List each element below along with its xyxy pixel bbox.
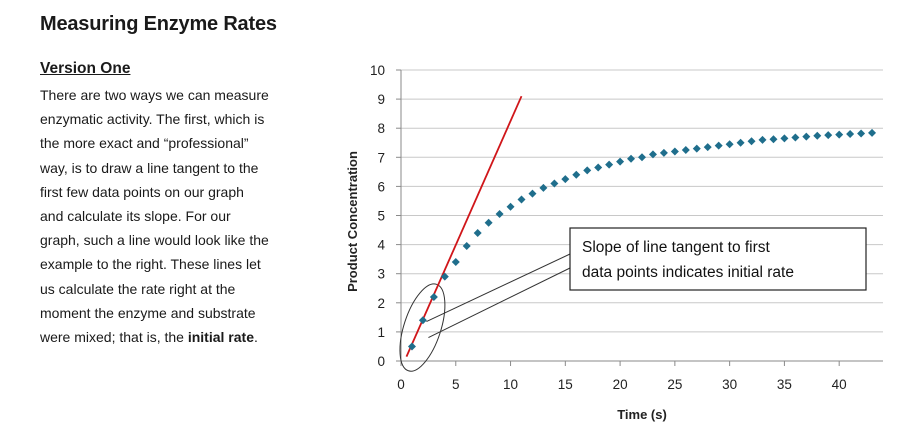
y-tick-label: 0 bbox=[377, 354, 385, 369]
x-tick-label: 35 bbox=[777, 377, 792, 392]
paragraph-text: were mixed; that is, the bbox=[40, 329, 188, 346]
data-point bbox=[802, 132, 811, 141]
data-point bbox=[495, 210, 504, 219]
data-point bbox=[451, 258, 460, 267]
data-point bbox=[561, 175, 570, 184]
x-tick-label: 20 bbox=[613, 377, 628, 392]
data-point bbox=[736, 138, 745, 147]
annotation-text: data points indicates initial rate bbox=[582, 264, 794, 281]
callout-pointer bbox=[426, 253, 571, 322]
data-point bbox=[725, 140, 734, 149]
y-tick-label: 2 bbox=[377, 296, 385, 311]
data-point bbox=[780, 134, 789, 143]
data-point bbox=[572, 170, 581, 179]
x-tick-label: 0 bbox=[397, 377, 405, 392]
paragraph-line: graph, such a line would look like the bbox=[40, 232, 269, 249]
data-point bbox=[407, 342, 416, 351]
data-point bbox=[550, 179, 559, 188]
data-point bbox=[692, 144, 701, 153]
paragraph-line: us calculate the rate right at the bbox=[40, 280, 236, 297]
paragraph-line-last: were mixed; that is, the initial rate. bbox=[40, 325, 330, 349]
data-point bbox=[429, 292, 438, 301]
data-point bbox=[714, 141, 723, 150]
x-tick-label: 15 bbox=[558, 377, 573, 392]
data-point bbox=[638, 153, 646, 162]
data-point bbox=[528, 189, 537, 198]
y-tick-label: 10 bbox=[370, 63, 385, 78]
data-point bbox=[473, 228, 482, 237]
x-tick-label: 25 bbox=[667, 377, 682, 392]
page-title: Measuring Enzyme Rates bbox=[40, 13, 277, 35]
x-axis-title: Time (s) bbox=[617, 407, 667, 422]
data-point bbox=[594, 163, 603, 172]
data-point bbox=[605, 160, 614, 169]
body-paragraph: There are two ways we can measure enzyma… bbox=[40, 83, 330, 349]
data-point bbox=[681, 146, 690, 155]
paragraph-line: way, is to draw a line tangent to the bbox=[40, 159, 259, 176]
data-point bbox=[769, 135, 778, 144]
data-point bbox=[506, 202, 515, 211]
data-point bbox=[462, 242, 471, 251]
paragraph-line: moment the enzyme and substrate bbox=[40, 304, 256, 321]
y-tick-label: 3 bbox=[377, 267, 385, 282]
data-point bbox=[484, 218, 493, 227]
y-tick-label: 9 bbox=[377, 92, 385, 107]
data-point bbox=[857, 129, 866, 138]
x-tick-label: 40 bbox=[832, 377, 847, 392]
paragraph-line: enzymatic activity. The first, which is bbox=[40, 111, 265, 128]
y-tick-label: 4 bbox=[377, 238, 385, 253]
callout-pointer bbox=[428, 267, 571, 338]
data-point bbox=[846, 130, 855, 139]
data-point bbox=[648, 150, 657, 159]
paragraph-line: There are two ways we can measure bbox=[40, 87, 269, 103]
paragraph-line: and calculate its slope. For our bbox=[40, 208, 231, 225]
data-point bbox=[418, 316, 427, 325]
x-tick-label: 10 bbox=[503, 377, 518, 392]
data-point bbox=[791, 133, 800, 142]
tangent-line bbox=[405, 95, 523, 357]
data-point bbox=[539, 183, 548, 192]
data-point bbox=[659, 148, 668, 157]
x-tick-label: 5 bbox=[452, 377, 460, 392]
y-tick-label: 6 bbox=[377, 179, 385, 194]
paragraph-line: example to the right. These lines let bbox=[40, 256, 261, 273]
data-point bbox=[670, 147, 679, 156]
data-point bbox=[703, 143, 712, 152]
data-point bbox=[440, 272, 449, 281]
y-tick-label: 1 bbox=[377, 325, 385, 340]
paragraph-line: first few data points on our graph bbox=[40, 183, 244, 200]
data-point bbox=[627, 154, 636, 163]
data-point bbox=[758, 135, 767, 144]
data-point bbox=[868, 128, 877, 137]
initial-rate-term: initial rate bbox=[187, 329, 254, 346]
y-tick-label: 5 bbox=[377, 209, 385, 224]
y-axis-title: Product Concentration bbox=[345, 151, 360, 292]
data-point bbox=[824, 131, 833, 140]
y-tick-label: 7 bbox=[377, 150, 385, 165]
x-tick-label: 30 bbox=[722, 377, 737, 392]
data-point bbox=[835, 130, 844, 139]
data-point bbox=[747, 137, 756, 146]
data-point bbox=[616, 157, 625, 166]
annotation-text: Slope of line tangent to first bbox=[582, 239, 771, 256]
y-tick-label: 8 bbox=[377, 121, 385, 136]
paragraph-period: . bbox=[253, 329, 258, 346]
section-heading: Version One bbox=[40, 60, 131, 77]
data-point bbox=[583, 166, 592, 175]
data-point bbox=[517, 195, 526, 204]
annotation-box bbox=[569, 227, 867, 291]
paragraph-line: the more exact and “professional” bbox=[40, 135, 249, 152]
data-point bbox=[813, 131, 822, 140]
highlight-ellipse bbox=[399, 283, 446, 372]
